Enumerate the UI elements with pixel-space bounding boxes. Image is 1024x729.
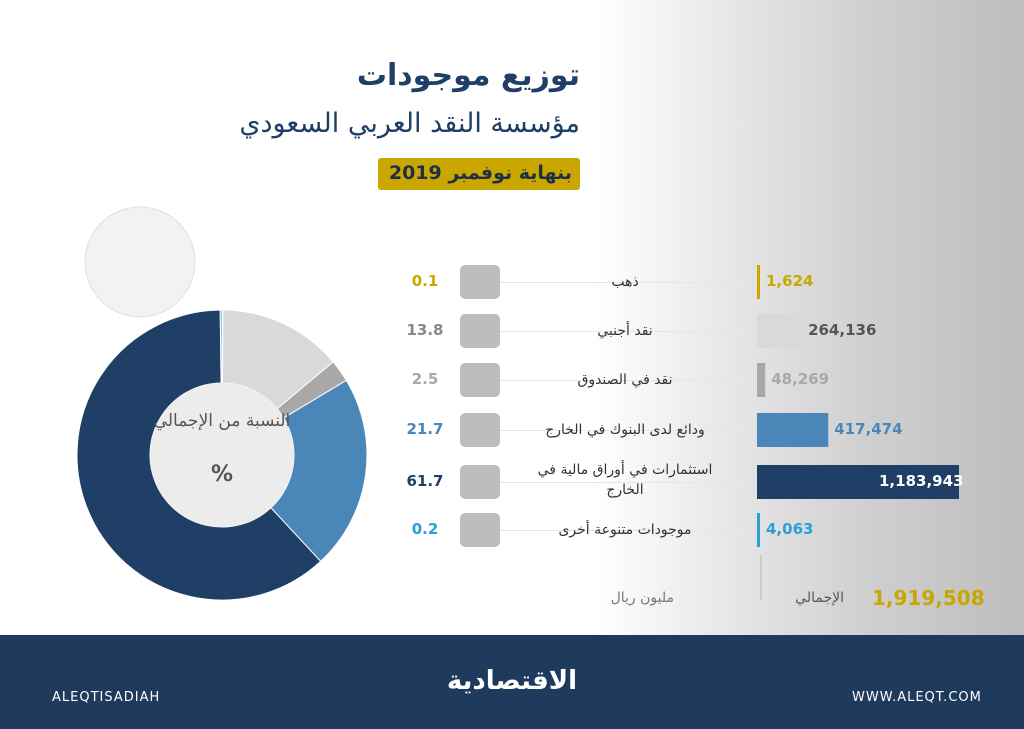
percent-label: 13.8 [406,321,444,339]
value-label: 4,063 [766,520,814,538]
center-symbol: % [210,462,234,487]
category-label: ذهب [611,274,639,290]
value-label: 1,183,943 [879,472,964,490]
category-icon [460,513,500,547]
subtitle: مؤسسة النقد العربي السعودي [239,108,580,139]
bar [757,513,760,547]
percent-label: 61.7 [406,472,444,490]
row-line [500,282,750,283]
bar [757,413,829,447]
bar [757,265,760,299]
percent-label: 0.1 [411,272,439,290]
category-label: موجودات متنوعة أخرى [558,522,692,538]
category-icon [460,413,500,447]
category-icon [460,314,500,348]
website: WWW.ALEQT.COM [852,690,982,705]
category-label: نقد في الصندوق [577,372,673,388]
social-handle: ALEQTISADIAH [52,690,161,705]
row-line [500,430,750,431]
category-icon [460,265,500,299]
value-label: 1,624 [766,272,814,290]
row-line [500,530,750,531]
bar [757,465,959,499]
zoom-circle [84,206,196,318]
category-label: نقد أجنبي [597,323,653,339]
category-label: استثمارات في أوراق مالية في الخارج [537,462,713,498]
brand: الاقتصادية [446,666,578,696]
category-icon [460,363,500,397]
total-connector [760,555,762,600]
title: توزيع موجودات [356,58,580,93]
total-value: 1,919,508 [872,586,985,610]
percent-label: 0.2 [411,520,439,538]
value-label: 264,136 [808,321,877,339]
row-line [500,380,750,381]
unit-label: مليون ريال [610,590,674,606]
category-label: ودائع لدى البنوك في الخارج [545,422,705,438]
date-box [378,158,580,190]
bar [757,314,803,348]
donut-hole [150,383,294,527]
row-line [500,482,750,483]
category-icon [460,465,500,499]
row-line [500,331,750,332]
percent-label: 2.5 [411,370,439,388]
value-label: 48,269 [771,370,830,388]
value-label: 417,474 [834,420,903,438]
percent-label: 21.7 [406,420,444,438]
total-label: الإجمالي [795,590,844,606]
date: بنهاية نوفمبر 2019 [388,162,572,184]
bar [757,363,766,397]
footer-band [0,635,1024,729]
center-label: النسبة من الإجمالي [153,411,291,431]
